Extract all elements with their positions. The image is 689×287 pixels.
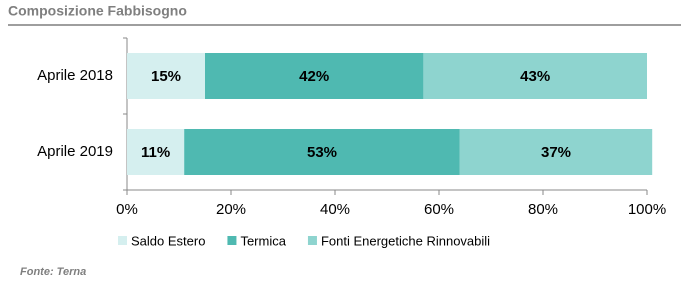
source: Fonte: Terna [20,266,86,278]
legend-label: Saldo Estero [131,233,205,248]
legend-label: Fonti Energetiche Rinnovabili [321,233,490,248]
legend-swatch [118,236,127,245]
bar-segment [459,129,653,175]
bar-segment [184,129,460,175]
value-label: 42% [299,68,329,85]
x-tick-label: 100% [628,201,666,218]
value-label: 15% [151,68,181,85]
x-tick-label: 80% [528,201,558,218]
chart-title: Composizione Fabbisogno [8,3,187,19]
bar-segment [205,53,424,99]
x-tick-label: 0% [116,201,138,218]
legend-swatch [307,236,317,245]
bar-segment [423,53,647,99]
x-tick-label: 60% [424,201,454,218]
bar-segment [127,129,185,175]
value-label: 43% [520,68,550,85]
bar-segment [127,53,205,99]
value-label: 37% [541,144,571,161]
legend-swatch [227,236,237,245]
value-label: 11% [141,144,170,161]
y-tick-label: Aprile 2019 [37,143,113,160]
y-tick-label: Aprile 2018 [37,67,113,84]
value-label: 53% [307,144,337,161]
legend-label: Termica [240,233,286,248]
x-tick-label: 20% [216,201,246,218]
x-tick-label: 40% [320,201,350,218]
